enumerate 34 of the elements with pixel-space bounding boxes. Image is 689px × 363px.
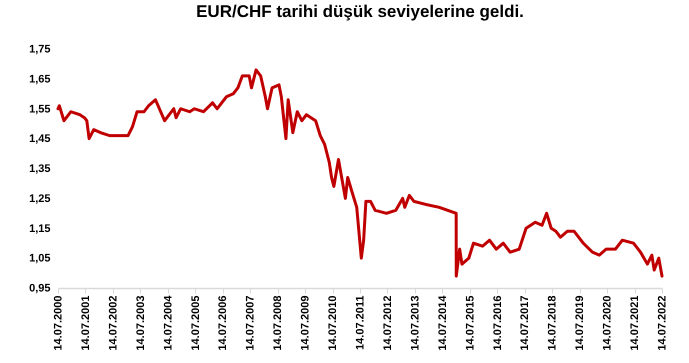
x-tick-label: 14.07.2018 [546,296,559,351]
x-tick-label: 14.07.2022 [656,296,668,351]
y-tick-label: 1,35 [29,163,50,175]
x-tick-label: 14.07.2013 [409,296,422,351]
y-tick-label: 1,65 [29,73,50,86]
x-tick-label: 14.07.2006 [217,296,230,351]
x-tick-label: 14.07.2007 [244,296,257,351]
chart-title: EUR/CHF tarihi düşük seviyelerine geldi. [196,2,524,21]
x-tick-label: 14.07.2019 [574,296,586,351]
x-tick-label: 14.07.2012 [382,296,394,351]
x-tick-label: 14.07.2021 [629,296,642,351]
x-tick-label: 14.07.2000 [52,296,64,351]
x-tick-label: 14.07.2009 [300,296,312,351]
x-tick-label: 14.07.2002 [107,296,120,351]
y-tick-label: 1,25 [29,192,50,205]
x-tick-label: 14.07.2015 [464,296,476,351]
x-tick-label: 14.07.2017 [519,296,532,351]
x-tick-label: 14.07.2020 [602,296,614,351]
y-tick-label: 1,05 [29,252,50,265]
x-tick-label: 14.07.2004 [162,294,174,351]
x-tick-label: 14.07.2008 [272,296,284,351]
line-series [56,68,664,278]
y-tick-label: 1,45 [29,133,50,146]
x-tick-label: 14.07.2001 [80,296,92,351]
y-tick-label: 1,15 [29,222,50,235]
x-tick-label: 14.07.2005 [190,296,202,351]
x-tick-label: 14.07.2014 [436,294,449,351]
y-tick-label: 1,55 [29,103,50,116]
y-tick-label: 1,75 [29,44,50,56]
x-tick-label: 14.07.2016 [492,296,504,351]
x-tick-label: 14.07.2003 [134,296,147,351]
x-tick-label: 14.07.2010 [327,296,340,351]
x-tick-label: 14.07.2011 [354,296,366,350]
y-tick-label: 0,95 [29,282,50,294]
